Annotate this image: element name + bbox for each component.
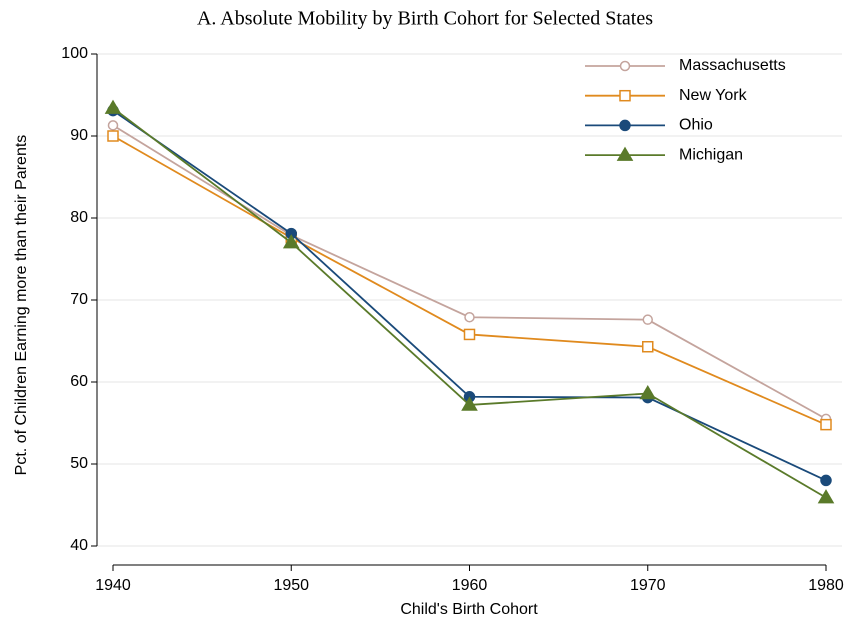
legend-label: Michigan [679, 146, 743, 163]
x-axis-label: Child's Birth Cohort [400, 601, 538, 618]
y-tick-label: 90 [70, 127, 88, 144]
marker [642, 314, 653, 325]
y-tick-label: 70 [70, 291, 88, 308]
marker [107, 120, 119, 131]
y-tick-label: 80 [70, 209, 88, 226]
legend-label: Ohio [679, 117, 713, 134]
chart-title: A. Absolute Mobility by Birth Cohort for… [197, 8, 653, 30]
marker [820, 418, 832, 431]
series-line [112, 124, 827, 420]
marker [104, 99, 122, 114]
marker [639, 384, 657, 400]
legend-label: New York [679, 87, 748, 104]
marker [619, 60, 631, 72]
y-tick-label: 100 [61, 45, 88, 62]
x-tick-label: 1980 [808, 577, 844, 594]
x-tick-label: 1940 [95, 577, 131, 594]
series-line [112, 135, 827, 426]
x-tick-label: 1970 [630, 577, 666, 594]
y-tick-label: 40 [70, 537, 88, 554]
marker [820, 474, 832, 487]
marker [817, 489, 835, 504]
marker [616, 146, 634, 161]
marker [463, 328, 476, 341]
marker [107, 130, 119, 142]
marker [464, 311, 475, 323]
y-tick-label: 60 [70, 373, 88, 390]
marker [619, 89, 631, 102]
x-tick-label: 1950 [273, 577, 309, 594]
x-tick-label: 1960 [452, 577, 488, 594]
marker [619, 119, 631, 132]
marker [282, 234, 300, 249]
series-line [112, 107, 827, 499]
series-line [112, 109, 827, 482]
legend-label: Massachusetts [679, 57, 786, 74]
y-tick-label: 50 [70, 455, 88, 472]
marker [461, 396, 478, 411]
marker [642, 340, 654, 353]
y-axis-label: Pct. of Children Earning more than their… [13, 135, 30, 476]
